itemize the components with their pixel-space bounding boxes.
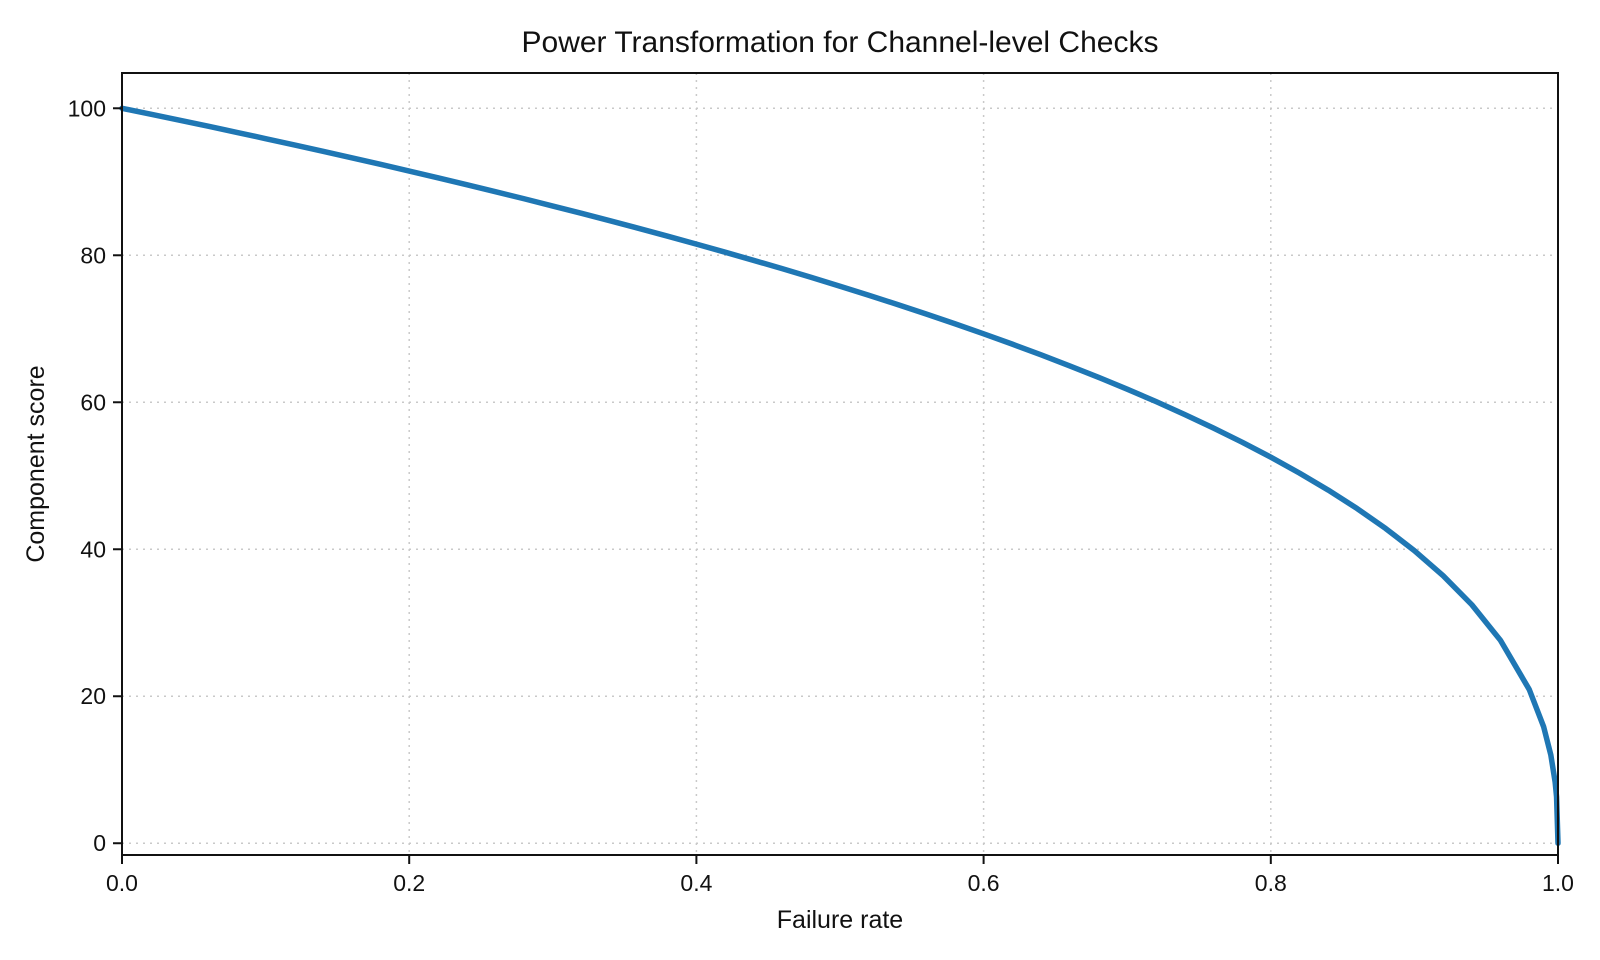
y-tick-label: 100 — [68, 95, 106, 121]
y-tick-label: 80 — [80, 242, 106, 268]
axes — [121, 72, 1559, 856]
tick-marks-and-labels: 0.0 0.2 0.4 0.6 0.8 1.0 0 20 40 60 80 100 — [68, 95, 1574, 896]
x-tick-label: 0.2 — [393, 870, 425, 896]
x-tick-label: 0.0 — [106, 870, 138, 896]
gridlines — [121, 73, 1559, 855]
line-series — [119, 105, 1561, 846]
x-tick-label: 0.4 — [680, 870, 712, 896]
y-axis-label: Component score — [22, 365, 50, 562]
x-tick-label: 0.8 — [1255, 870, 1287, 896]
y-tick-label: 40 — [80, 536, 106, 562]
y-tick-label: 20 — [80, 683, 106, 709]
line-series-layer — [119, 105, 1561, 846]
y-tick-label: 60 — [80, 389, 106, 415]
x-axis-label: Failure rate — [777, 906, 903, 934]
x-tick-label: 1.0 — [1542, 870, 1574, 896]
y-tick-label: 0 — [93, 830, 106, 856]
chart-title: Power Transformation for Channel-level C… — [522, 26, 1159, 59]
plot-frame — [121, 72, 1559, 856]
x-tick-label: 0.6 — [968, 870, 1000, 896]
